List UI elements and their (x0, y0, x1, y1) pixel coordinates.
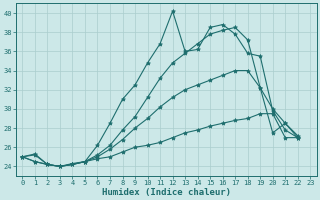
X-axis label: Humidex (Indice chaleur): Humidex (Indice chaleur) (102, 188, 231, 197)
